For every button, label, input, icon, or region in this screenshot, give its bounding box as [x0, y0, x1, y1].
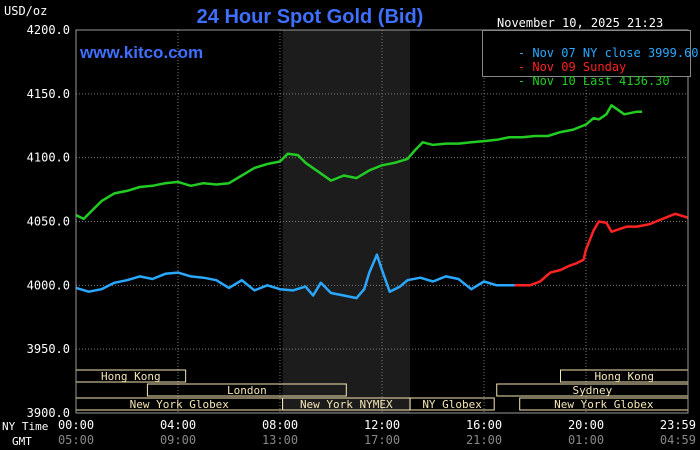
y-tick-label: 4050.0: [27, 215, 70, 229]
legend-marker-nov10: -: [517, 74, 533, 88]
y-tick-label: 4100.0: [27, 151, 70, 165]
legend-marker-nov07: -: [517, 46, 533, 60]
x-tick-label-ny: 04:00: [160, 418, 196, 432]
x-tick-label-gmt: 17:00: [364, 433, 400, 447]
legend-item-nov10: - Nov 10 Last 4136.30: [489, 60, 670, 102]
plot-border: [75, 29, 689, 414]
x-tick-label-ny: 00:00: [58, 418, 94, 432]
kitco-watermark[interactable]: www.kitco.com: [80, 43, 204, 62]
x-tick-label-gmt: 05:00: [58, 433, 94, 447]
y-tick-label: 3950.0: [27, 342, 70, 356]
series-lines: [75, 104, 689, 300]
x-tick-label-gmt: 21:00: [466, 433, 502, 447]
y-tick-label: 4200.0: [27, 23, 70, 37]
y-tick-label: 4000.0: [27, 278, 70, 292]
legend: - Nov 07 NY close 3999.60 - Nov 09 Sunda…: [482, 30, 699, 88]
x-tick-label-gmt: 09:00: [160, 433, 196, 447]
legend-item-nov09: - Nov 09 Sunday: [489, 46, 626, 88]
session-label: Sydney: [573, 384, 613, 397]
session-label: Hong Kong: [594, 370, 654, 383]
legend-item-nov07: - Nov 07 NY close 3999.60: [489, 32, 699, 74]
session-box: [409, 397, 495, 411]
session-label: New York Globex: [130, 398, 230, 411]
legend-label-nov07: Nov 07 NY close 3999.60: [532, 46, 699, 60]
series-line-1: [514, 212, 689, 287]
y-unit-label: USD/oz: [4, 4, 48, 18]
x-tick-label-ny: 08:00: [262, 418, 298, 432]
session-label: London: [227, 384, 267, 397]
x-tick-label-gmt: 13:00: [262, 433, 298, 447]
ny-time-row-label: NY Time: [2, 420, 49, 433]
x-tick-label-gmt: 01:00: [568, 433, 604, 447]
gmt-row-label: GMT: [12, 435, 32, 448]
session-label: NY Globex: [422, 398, 482, 411]
y-tick-label: 4150.0: [27, 87, 70, 101]
x-tick-label-ny: 23:59: [660, 418, 696, 432]
y-axis-ticks: 3900.0 3950.0 4000.0 4050.0 4100.0 4150.0 4200…: [27, 23, 70, 420]
y-tick-label: 3900.0: [27, 406, 70, 420]
series-line-0: [75, 253, 515, 300]
legend-label-nov10: Nov 10 Last 4136.30: [532, 74, 670, 88]
x-tick-label-gmt: 04:59: [660, 433, 696, 447]
session-label: New York NYMEX: [300, 398, 393, 411]
session-box: [146, 383, 347, 397]
session-label: Hong Kong: [101, 370, 161, 383]
x-tick-label-ny: 12:00: [364, 418, 400, 432]
legend-marker-nov09: -: [517, 60, 533, 74]
x-tick-label-ny: 20:00: [568, 418, 604, 432]
x-tick-label-ny: 16:00: [466, 418, 502, 432]
chart-title: 24 Hour Spot Gold (Bid): [196, 6, 424, 28]
session-label: New York Globex: [554, 398, 654, 411]
legend-label-nov09: Nov 09 Sunday: [532, 60, 627, 74]
series-line-2: [75, 104, 643, 221]
timestamp: November 10, 2025 21:23: [497, 16, 664, 30]
